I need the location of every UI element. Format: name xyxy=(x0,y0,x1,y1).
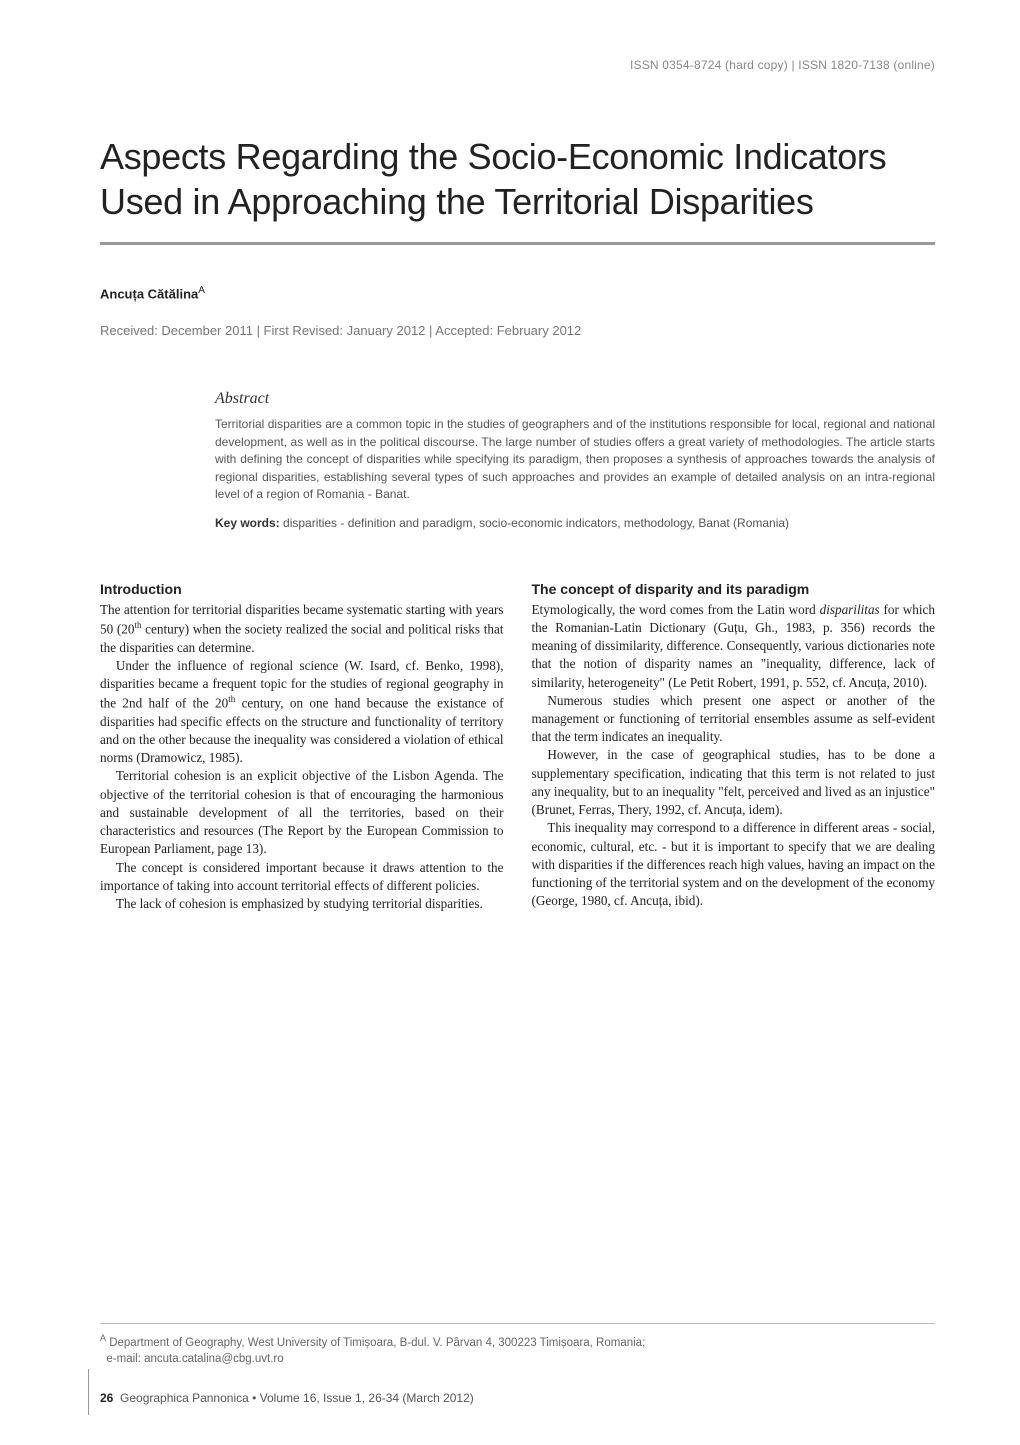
title-line-1: Aspects Regarding the Socio-Economic Ind… xyxy=(100,136,886,177)
footer-journal-info: Geographica Pannonica • Volume 16, Issue… xyxy=(120,1391,474,1405)
author-name: Ancuța Cătălina xyxy=(100,286,198,301)
abstract-heading: Abstract xyxy=(215,390,935,408)
title-line-2: Used in Approaching the Territorial Disp… xyxy=(100,181,814,222)
concept-p1-em: disparilitas xyxy=(820,602,880,617)
keywords-label: Key words: xyxy=(215,516,280,530)
intro-para-3: Territorial cohesion is an explicit obje… xyxy=(100,767,504,858)
introduction-body: The attention for territorial disparitie… xyxy=(100,601,504,914)
introduction-heading: Introduction xyxy=(100,581,504,597)
concept-para-2: Numerous studies which present one aspec… xyxy=(532,692,936,747)
title-underline-rule xyxy=(100,242,935,245)
body-columns: Introduction The attention for territori… xyxy=(100,581,935,914)
page-number: 26 xyxy=(100,1391,113,1405)
author-affiliation-sup: A xyxy=(198,285,205,296)
article-title: Aspects Regarding the Socio-Economic Ind… xyxy=(100,134,935,224)
keywords-text: disparities - definition and paradigm, s… xyxy=(280,516,789,530)
footnote-line-2: e-mail: ancuta.catalina@cbg.uvt.ro xyxy=(106,1353,283,1365)
submission-dates: Received: December 2011 | First Revised:… xyxy=(100,323,935,338)
intro-para-5: The lack of cohesion is emphasized by st… xyxy=(100,895,504,913)
page-footer: 26 Geographica Pannonica • Volume 16, Is… xyxy=(100,1391,474,1405)
affiliation-footnote: A Department of Geography, West Universi… xyxy=(100,1323,935,1367)
issn-line: ISSN 0354-8724 (hard copy) | ISSN 1820-7… xyxy=(630,58,935,72)
footnote-line-1: Department of Geography, West University… xyxy=(106,1337,645,1349)
intro-para-4: The concept is considered important beca… xyxy=(100,859,504,895)
concept-p1-a: Etymologically, the word comes from the … xyxy=(532,602,820,617)
footer-vertical-rule xyxy=(88,1369,89,1415)
abstract-text: Territorial disparities are a common top… xyxy=(215,416,935,503)
concept-para-4: This inequality may correspond to a diff… xyxy=(532,819,936,910)
intro-p1-b: century) when the society realized the s… xyxy=(100,621,503,654)
concept-para-1: Etymologically, the word comes from the … xyxy=(532,601,936,692)
left-column: Introduction The attention for territori… xyxy=(100,581,504,914)
intro-para-1: The attention for territorial disparitie… xyxy=(100,601,504,657)
abstract-section: Abstract Territorial disparities are a c… xyxy=(215,390,935,532)
concept-para-3: However, in the case of geographical stu… xyxy=(532,746,936,819)
concept-body: Etymologically, the word comes from the … xyxy=(532,601,936,911)
right-column: The concept of disparity and its paradig… xyxy=(532,581,936,914)
intro-para-2: Under the influence of regional science … xyxy=(100,657,504,768)
author-line: Ancuța CătălinaA xyxy=(100,285,935,301)
concept-heading: The concept of disparity and its paradig… xyxy=(532,581,936,597)
keywords-line: Key words: disparities - definition and … xyxy=(215,515,935,532)
